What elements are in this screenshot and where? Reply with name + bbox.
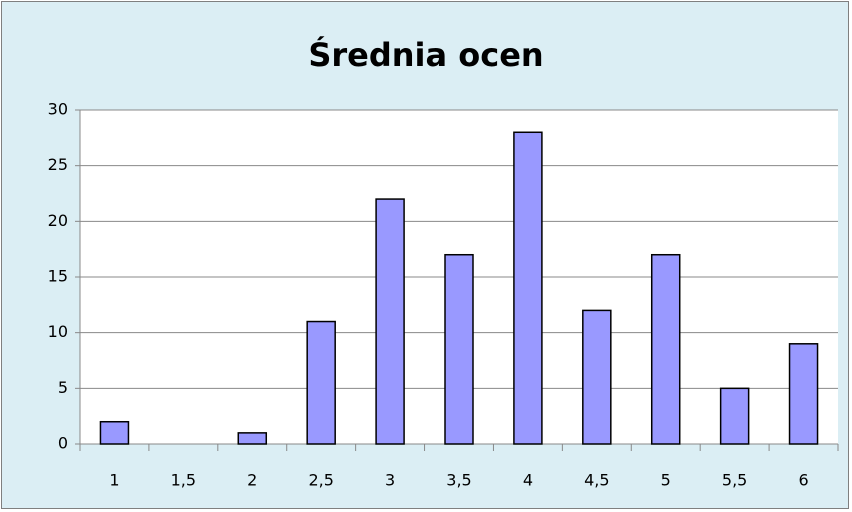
bar [650,253,681,445]
x-tick-label: 2 [247,471,257,490]
bar [719,387,750,445]
y-tick-label: 10 [48,322,68,341]
bar [375,198,405,445]
y-tick-label: 0 [58,434,68,453]
x-tick-label: 6 [798,471,808,490]
y-tick-label: 20 [48,211,68,230]
bar [237,432,268,445]
bar [306,320,336,445]
chart-title: Średnia ocen [308,35,543,74]
bar [444,253,474,445]
x-tick-label: 5 [661,471,671,490]
x-tick-label: 2,5 [308,471,333,490]
bar [513,131,543,445]
x-tick-label: 5,5 [722,471,747,490]
bar [582,309,612,445]
x-tick-label: 3,5 [446,471,471,490]
y-tick-label: 30 [48,100,68,119]
x-tick-label: 4,5 [584,471,609,490]
y-tick-label: 5 [58,378,68,397]
bar [99,420,130,445]
x-tick-label: 4 [523,471,533,490]
x-tick-label: 1,5 [171,471,196,490]
x-tick-label: 1 [109,471,119,490]
bar [788,343,819,445]
x-tick-label: 3 [385,471,395,490]
y-tick-label: 25 [48,155,68,174]
y-tick-label: 15 [48,267,68,286]
